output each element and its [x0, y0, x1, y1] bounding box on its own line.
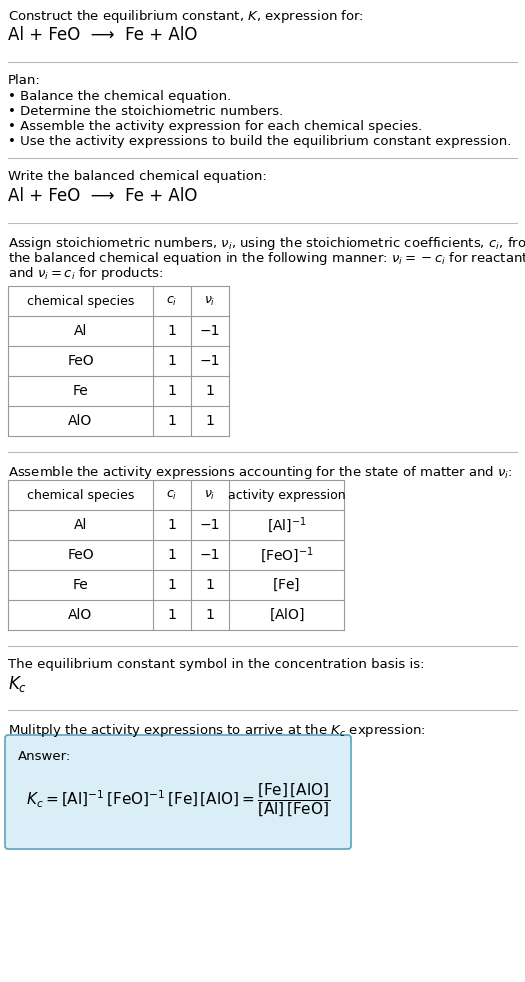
Text: Al + FeO  ⟶  Fe + AlO: Al + FeO ⟶ Fe + AlO: [8, 187, 197, 205]
Text: Al: Al: [74, 324, 87, 338]
Text: • Use the activity expressions to build the equilibrium constant expression.: • Use the activity expressions to build …: [8, 135, 511, 148]
Text: FeO: FeO: [67, 548, 94, 562]
Text: $K_c = [\mathrm{Al}]^{-1}\,[\mathrm{FeO}]^{-1}\,[\mathrm{Fe}]\,[\mathrm{AlO}] = : $K_c = [\mathrm{Al}]^{-1}\,[\mathrm{FeO}…: [26, 782, 330, 819]
Text: and $\nu_i = c_i$ for products:: and $\nu_i = c_i$ for products:: [8, 265, 164, 282]
Text: $[\mathrm{FeO}]^{-1}$: $[\mathrm{FeO}]^{-1}$: [259, 545, 313, 565]
Text: $[\mathrm{AlO}]$: $[\mathrm{AlO}]$: [268, 607, 304, 624]
Text: $\nu_i$: $\nu_i$: [204, 488, 216, 502]
Text: 1: 1: [167, 324, 176, 338]
Text: the balanced chemical equation in the following manner: $\nu_i = -c_i$ for react: the balanced chemical equation in the fo…: [8, 250, 525, 267]
Text: 1: 1: [206, 608, 214, 622]
Text: Assign stoichiometric numbers, $\nu_i$, using the stoichiometric coefficients, $: Assign stoichiometric numbers, $\nu_i$, …: [8, 235, 525, 252]
Text: Answer:: Answer:: [18, 750, 71, 763]
Text: 1: 1: [167, 548, 176, 562]
Text: −1: −1: [200, 518, 220, 532]
Text: Write the balanced chemical equation:: Write the balanced chemical equation:: [8, 170, 267, 183]
Text: 1: 1: [206, 384, 214, 398]
Text: Construct the equilibrium constant, $K$, expression for:: Construct the equilibrium constant, $K$,…: [8, 8, 364, 25]
FancyBboxPatch shape: [5, 735, 351, 849]
Text: Fe: Fe: [72, 578, 88, 592]
Text: Mulitply the activity expressions to arrive at the $K_c$ expression:: Mulitply the activity expressions to arr…: [8, 722, 426, 739]
Text: 1: 1: [167, 384, 176, 398]
Text: • Balance the chemical equation.: • Balance the chemical equation.: [8, 90, 231, 103]
Text: 1: 1: [206, 578, 214, 592]
Text: $[\mathrm{Fe}]$: $[\mathrm{Fe}]$: [272, 576, 301, 593]
Text: The equilibrium constant symbol in the concentration basis is:: The equilibrium constant symbol in the c…: [8, 658, 425, 671]
Text: 1: 1: [167, 518, 176, 532]
Text: 1: 1: [167, 354, 176, 368]
Text: $\nu_i$: $\nu_i$: [204, 295, 216, 307]
Text: $c_i$: $c_i$: [166, 488, 177, 502]
Text: • Assemble the activity expression for each chemical species.: • Assemble the activity expression for e…: [8, 120, 422, 133]
Text: 1: 1: [206, 414, 214, 428]
Text: −1: −1: [200, 548, 220, 562]
Text: −1: −1: [200, 354, 220, 368]
Text: Plan:: Plan:: [8, 74, 41, 87]
Text: $c_i$: $c_i$: [166, 295, 177, 307]
Text: chemical species: chemical species: [27, 488, 134, 502]
Text: $K_c$: $K_c$: [8, 674, 27, 694]
Text: −1: −1: [200, 324, 220, 338]
Text: chemical species: chemical species: [27, 295, 134, 307]
Text: activity expression: activity expression: [228, 488, 345, 502]
Text: 1: 1: [167, 414, 176, 428]
Text: $[\mathrm{Al}]^{-1}$: $[\mathrm{Al}]^{-1}$: [267, 516, 307, 535]
Text: 1: 1: [167, 578, 176, 592]
Text: Assemble the activity expressions accounting for the state of matter and $\nu_i$: Assemble the activity expressions accoun…: [8, 464, 513, 481]
Text: Al + FeO  ⟶  Fe + AlO: Al + FeO ⟶ Fe + AlO: [8, 26, 197, 44]
Text: 1: 1: [167, 608, 176, 622]
Text: AlO: AlO: [68, 414, 92, 428]
Text: • Determine the stoichiometric numbers.: • Determine the stoichiometric numbers.: [8, 105, 284, 118]
Text: Fe: Fe: [72, 384, 88, 398]
Text: AlO: AlO: [68, 608, 92, 622]
Text: FeO: FeO: [67, 354, 94, 368]
Text: Al: Al: [74, 518, 87, 532]
